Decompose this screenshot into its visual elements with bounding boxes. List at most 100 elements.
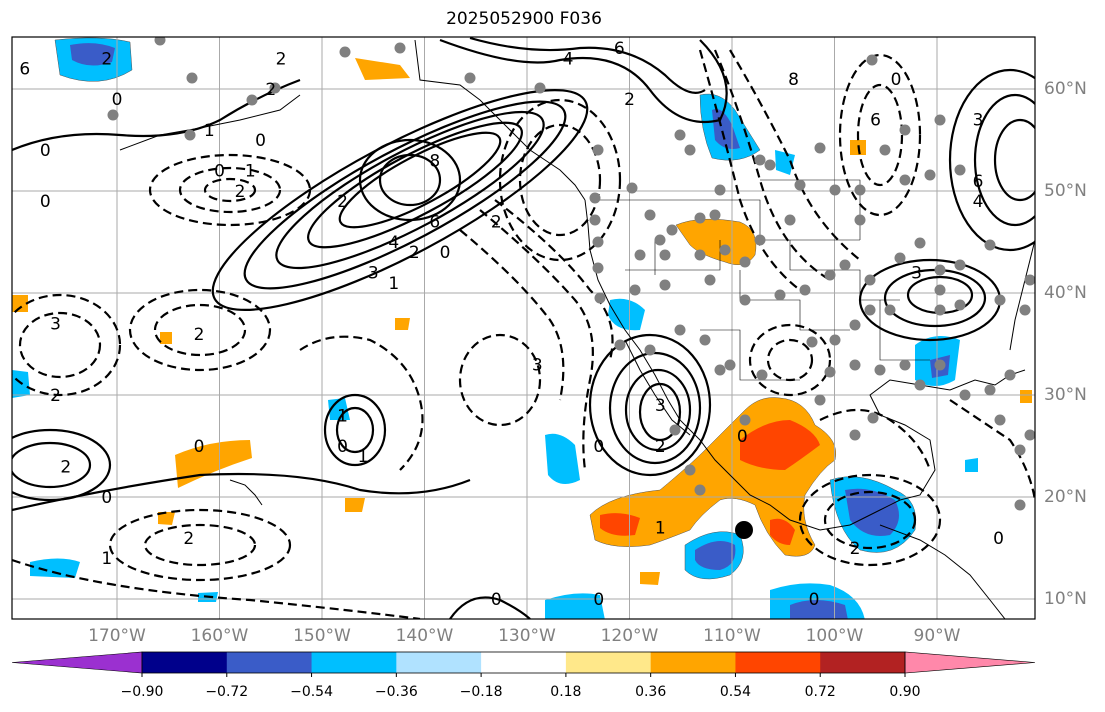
colorbar-extend-high [904, 651, 1036, 674]
station-dot [1004, 369, 1016, 381]
station-dot [954, 299, 966, 311]
contour-label: 2 [409, 243, 420, 263]
station-dot [592, 144, 604, 156]
colorbar-segment [311, 652, 397, 673]
contour-label: 2 [276, 49, 287, 69]
station-dot [854, 214, 866, 226]
high-ridge-4 [307, 121, 523, 249]
coast-aleutians [119, 94, 301, 151]
station-dot [684, 144, 696, 156]
contour-label: 0 [40, 192, 51, 212]
high-sw-4 [638, 382, 682, 442]
station-dot [754, 234, 766, 246]
station-dot [184, 129, 196, 141]
colorbar-segment [820, 652, 906, 673]
station-dot [884, 304, 896, 316]
contour-label: 3 [973, 111, 984, 131]
neg-region-bc2 [775, 150, 795, 175]
station-dot [994, 294, 1006, 306]
station-dot [534, 82, 546, 94]
contour-label: 4 [973, 192, 984, 212]
colorbar-segment [565, 652, 652, 673]
contour-label: 2 [337, 192, 348, 212]
station-dot [954, 164, 966, 176]
high-west-1 [12, 428, 112, 502]
station-dot [829, 184, 841, 196]
lon-label: 150°W [293, 626, 351, 646]
colorbar-tick-label: −0.54 [290, 684, 333, 700]
contour-label: 1 [245, 162, 256, 182]
neg-region-w5 [965, 458, 978, 472]
contour-label: 3 [655, 396, 666, 416]
contour-label: 8 [788, 70, 799, 90]
colorbar-segment [735, 652, 821, 673]
contour-label: 2 [655, 437, 666, 457]
station-dot [464, 72, 476, 84]
contour-label: 6 [870, 111, 881, 131]
lon-label: 100°W [805, 626, 864, 646]
lat-label: 50°N [1044, 181, 1087, 201]
station-dot [934, 284, 946, 296]
lat-label: 60°N [1044, 79, 1087, 99]
station-dot [914, 379, 926, 391]
contour-label: 8 [429, 151, 440, 171]
station-dot [839, 259, 851, 271]
station-dot [1024, 429, 1035, 441]
station-dot [879, 144, 891, 156]
contour-label: 0 [593, 590, 604, 610]
lat-label: 40°N [1044, 283, 1087, 303]
high-ridge-6 [358, 138, 462, 222]
high-ridge-7 [378, 153, 442, 207]
contour-label: 0 [593, 437, 604, 457]
station-dot [899, 174, 911, 186]
neg-region-pac2 [545, 433, 580, 484]
pos-region-small7 [395, 318, 410, 330]
colorbar-tick-label: 0.36 [635, 684, 667, 700]
high-ridge-2 [243, 100, 567, 290]
high-north-arc [439, 38, 728, 124]
station-dot [699, 334, 711, 346]
contour-label: 2 [60, 457, 71, 477]
station-dot [867, 412, 879, 424]
contour-label: 3 [368, 264, 379, 284]
lon-label: 140°W [395, 626, 454, 646]
coast-central-am [879, 524, 1006, 619]
station-dot [739, 256, 751, 268]
colorbar-tick-label: −0.90 [120, 684, 164, 700]
lon-label: 160°W [190, 626, 249, 646]
station-dot [644, 344, 656, 356]
station-dot [854, 184, 866, 196]
station-dot [684, 464, 696, 476]
contour-label: 0 [737, 427, 748, 447]
colorbar-extend-low [11, 651, 143, 674]
station-dot [614, 339, 626, 351]
station-dot [764, 159, 776, 171]
station-dot [849, 319, 861, 331]
station-dot [704, 274, 716, 286]
contour-label: 6 [19, 60, 30, 80]
colorbar-tick-label: −0.36 [374, 684, 418, 700]
pos-region-small4 [345, 498, 365, 512]
lon-label: 110°W [703, 626, 761, 646]
station-dot [954, 259, 966, 271]
contour-label: 0 [101, 488, 112, 508]
colorbar-frame [141, 651, 906, 674]
station-dot [186, 72, 198, 84]
station-dot [899, 124, 911, 136]
contour-label: 2 [850, 539, 861, 559]
contour-label: 6 [614, 39, 625, 59]
shading-layer [12, 37, 1032, 619]
colorbar-tick-label: −0.18 [459, 684, 503, 700]
lat-label: 10°N [1044, 589, 1087, 609]
neg-region-w2 [328, 398, 350, 420]
contour-label: 1 [388, 274, 399, 294]
station-dot [874, 364, 886, 376]
contour-label: 0 [440, 243, 451, 263]
coast-hawaii [229, 479, 263, 506]
contour-label: 0 [194, 437, 205, 457]
high-west-2 [12, 441, 92, 489]
high-sw-2 [608, 351, 702, 465]
station-dot [654, 234, 666, 246]
zero-line-2 [449, 596, 531, 619]
